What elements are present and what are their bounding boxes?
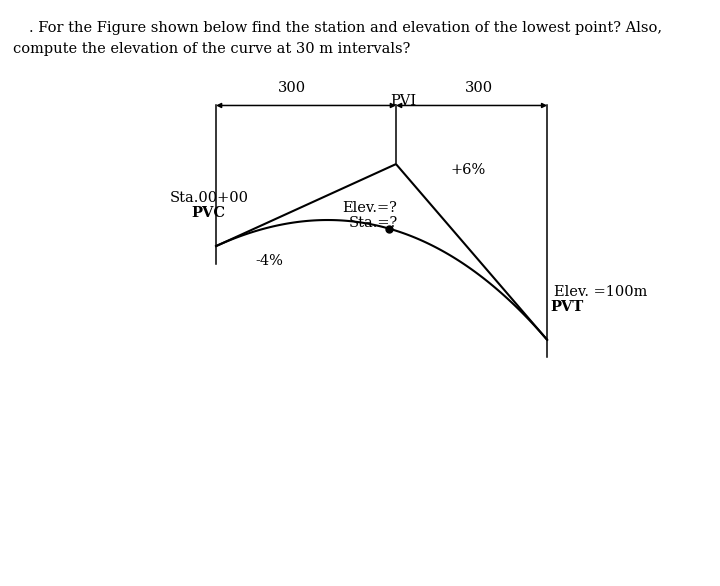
Text: PVT: PVT xyxy=(551,299,584,314)
Text: PVI: PVI xyxy=(390,94,416,108)
Text: +6%: +6% xyxy=(450,163,485,177)
Text: -4%: -4% xyxy=(256,254,284,268)
Text: Sta.=?: Sta.=? xyxy=(349,216,398,230)
Text: 300: 300 xyxy=(464,81,493,95)
Text: PVC: PVC xyxy=(192,206,226,220)
Text: Elev. =100m: Elev. =100m xyxy=(554,285,648,299)
Text: Elev.=?: Elev.=? xyxy=(342,201,397,215)
Text: 300: 300 xyxy=(277,81,306,95)
Text: Sta.00+00: Sta.00+00 xyxy=(169,191,248,205)
Text: compute the elevation of the curve at 30 m intervals?: compute the elevation of the curve at 30… xyxy=(13,42,410,56)
Text: . For the Figure shown below find the station and elevation of the lowest point?: . For the Figure shown below find the st… xyxy=(29,21,662,35)
